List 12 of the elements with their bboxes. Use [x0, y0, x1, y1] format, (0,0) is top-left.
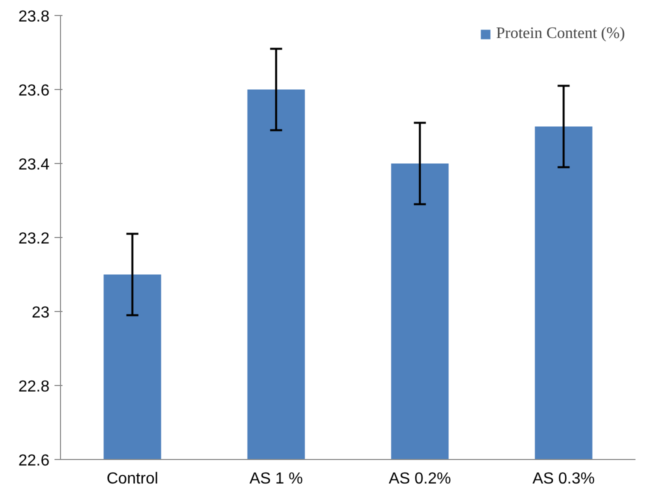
y-tick-label: 22.6	[18, 452, 50, 470]
y-tick-label: 23	[32, 304, 50, 322]
y-tick-label: 23.4	[18, 156, 50, 174]
x-tick-label: AS 0.2%	[388, 470, 452, 488]
y-tick-label: 23.6	[18, 82, 50, 100]
y-tick-label: 23.8	[18, 8, 50, 26]
x-tick-label: AS 1 %	[249, 470, 303, 488]
y-tick-label: 22.8	[18, 378, 50, 396]
y-tick-label: 23.2	[18, 230, 50, 248]
x-tick-label: Control	[106, 470, 158, 488]
legend-label: Protein Content (%)	[496, 25, 625, 43]
x-tick-label: AS 0.3%	[532, 470, 595, 488]
